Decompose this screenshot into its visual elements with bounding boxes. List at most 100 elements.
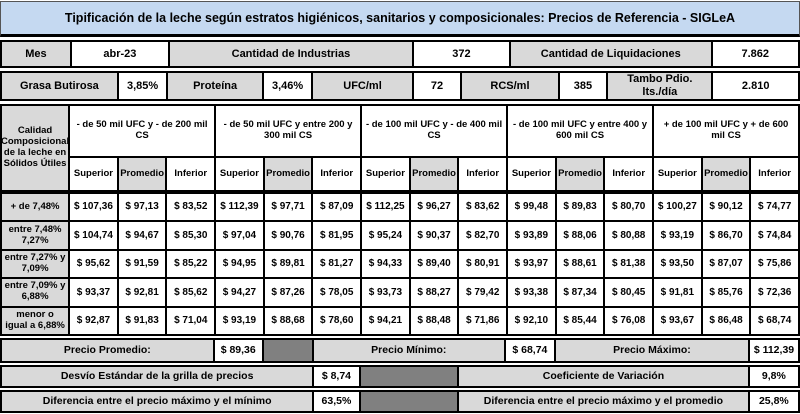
row-label-3: entre 7,27% y 7,09% <box>2 250 69 278</box>
tambo-value: 2.810 <box>713 73 798 99</box>
min-price-label: Precio Mínimo: <box>313 340 504 361</box>
price-cell-r3-c1: $ 95,62 <box>70 250 117 278</box>
info-row-composition: Grasa Butirosa 3,85% Proteína 3,46% UFC/… <box>0 71 800 101</box>
settlements-label: Cantidad de Liquidaciones <box>511 42 711 66</box>
subheader-promedio-g5: Promedio <box>702 158 750 190</box>
price-cell-r4-c15: $ 72,36 <box>751 279 798 306</box>
price-cell-r5-c9: $ 71,86 <box>459 307 507 334</box>
price-cell-r5-c5: $ 88,68 <box>264 307 312 334</box>
subheader-inferior-g2: Inferior <box>313 158 361 190</box>
subheader-inferior-g4: Inferior <box>605 158 653 190</box>
price-cell-r5-c2: $ 91,83 <box>118 307 166 334</box>
price-cell-r3-c9: $ 80,91 <box>459 250 507 278</box>
filler-cell <box>263 340 312 361</box>
protein-value: 3,46% <box>263 73 312 99</box>
price-cell-r4-c5: $ 87,26 <box>264 279 312 306</box>
industries-value: 372 <box>413 42 510 66</box>
price-cell-r5-c3: $ 71,04 <box>167 307 215 334</box>
price-cell-r4-c7: $ 93,73 <box>362 279 409 306</box>
price-cell-r2-c11: $ 88,06 <box>556 222 604 249</box>
avg-price-label: Precio Promedio: <box>2 340 213 361</box>
diff-max-avg-value: 25,8% <box>749 392 798 411</box>
butterfat-value: 3,85% <box>118 73 167 99</box>
cv-label: Coeficiente de Variación <box>459 367 748 386</box>
subheader-promedio-g4: Promedio <box>556 158 604 190</box>
price-cell-r4-c12: $ 80,45 <box>605 279 653 306</box>
price-cell-r4-c9: $ 79,42 <box>459 279 507 306</box>
price-cell-r1-c11: $ 89,83 <box>556 194 604 221</box>
summary-row-avg-min-max: Precio Promedio: $ 89,36 Precio Mínimo: … <box>0 338 800 363</box>
price-cell-r5-c4: $ 93,19 <box>216 307 263 334</box>
price-cell-r1-c9: $ 83,62 <box>459 194 507 221</box>
price-cell-r5-c14: $ 86,48 <box>702 307 750 334</box>
rcs-label: RCS/ml <box>462 73 558 99</box>
price-cell-r1-c6: $ 87,09 <box>313 194 361 221</box>
price-cell-r2-c1: $ 104,74 <box>70 222 117 249</box>
tambo-label: Tambo Pdio. lts./día <box>608 73 712 99</box>
price-cell-r4-c6: $ 78,05 <box>313 279 361 306</box>
price-cell-r2-c13: $ 93,19 <box>654 222 701 249</box>
month-label: Mes <box>2 42 70 66</box>
price-cell-r3-c13: $ 93,50 <box>654 250 701 278</box>
month-value: abr-23 <box>71 42 169 66</box>
row-label-5: menor o igual a 6,88% <box>2 307 69 334</box>
price-cell-r1-c14: $ 90,12 <box>702 194 750 221</box>
ufc-value: 72 <box>413 73 461 99</box>
price-cell-r3-c12: $ 81,38 <box>605 250 653 278</box>
price-cell-r5-c6: $ 78,60 <box>313 307 361 334</box>
report-title: Tipificación de la leche según estratos … <box>0 1 800 37</box>
filler-cell <box>360 392 458 411</box>
price-matrix-header: Calidad Composicional de la leche en Sól… <box>0 104 800 192</box>
price-cell-r1-c8: $ 96,27 <box>410 194 458 221</box>
subheader-inferior-g3: Inferior <box>459 158 507 190</box>
price-cell-r5-c8: $ 88,48 <box>410 307 458 334</box>
strata-group-header-1: - de 50 mil UFC y - de 200 mil CS <box>70 106 215 156</box>
price-cell-r3-c5: $ 89,81 <box>264 250 312 278</box>
stddev-label: Desvío Estándar de la grilla de precios <box>2 367 313 386</box>
price-cell-r2-c14: $ 86,70 <box>702 222 750 249</box>
summary-row-stddev-cv: Desvío Estándar de la grilla de precios … <box>0 365 800 388</box>
price-cell-r3-c4: $ 94,95 <box>216 250 263 278</box>
price-cell-r5-c11: $ 85,44 <box>556 307 604 334</box>
price-cell-r5-c7: $ 94,21 <box>362 307 409 334</box>
price-cell-r4-c2: $ 92,81 <box>118 279 166 306</box>
price-cell-r1-c2: $ 97,13 <box>118 194 166 221</box>
price-cell-r1-c3: $ 83,52 <box>167 194 215 221</box>
diff-max-avg-label: Diferencia entre el precio máximo y el p… <box>459 392 748 411</box>
price-cell-r2-c2: $ 94,67 <box>118 222 166 249</box>
stddev-value: $ 8,74 <box>314 367 359 386</box>
row-label-4: entre 7,09% y 6,88% <box>2 279 69 306</box>
row-label-2: entre 7,48% 7,27% <box>2 222 69 249</box>
price-cell-r5-c1: $ 92,87 <box>70 307 117 334</box>
price-cell-r1-c1: $ 107,36 <box>70 194 117 221</box>
ufc-label: UFC/ml <box>313 73 412 99</box>
price-cell-r3-c14: $ 87,07 <box>702 250 750 278</box>
price-cell-r1-c4: $ 112,39 <box>216 194 263 221</box>
subheader-promedio-g2: Promedio <box>264 158 312 190</box>
strata-group-header-3: - de 100 mil UFC y - de 400 mil CS <box>362 106 507 156</box>
price-cell-r3-c2: $ 91,59 <box>118 250 166 278</box>
price-cell-r5-c13: $ 93,67 <box>654 307 701 334</box>
info-row-month: Mes abr-23 Cantidad de Industrias 372 Ca… <box>0 40 800 68</box>
price-cell-r4-c4: $ 94,27 <box>216 279 263 306</box>
price-cell-r4-c3: $ 85,62 <box>167 279 215 306</box>
price-cell-r5-c15: $ 68,74 <box>751 307 798 334</box>
price-cell-r3-c7: $ 94,33 <box>362 250 409 278</box>
row-label-1: + de 7,48% <box>2 194 69 221</box>
subheader-inferior-g5: Inferior <box>751 158 798 190</box>
summary-row-differences: Diferencia entre el precio máximo y el m… <box>0 390 800 413</box>
matrix-corner-label: Calidad Composicional de la leche en Sól… <box>2 106 69 190</box>
subheader-superior-g4: Superior <box>508 158 555 190</box>
protein-label: Proteína <box>168 73 262 99</box>
price-matrix-body: + de 7,48% $ 107,36 $ 97,13 $ 83,52 $ 112,39… <box>0 192 800 336</box>
price-cell-r1-c10: $ 99,48 <box>508 194 555 221</box>
price-cell-r2-c9: $ 82,70 <box>459 222 507 249</box>
price-cell-r5-c12: $ 76,08 <box>605 307 653 334</box>
subheader-promedio-g1: Promedio <box>118 158 166 190</box>
cv-value: 9,8% <box>749 367 798 386</box>
butterfat-label: Grasa Butirosa <box>2 73 117 99</box>
price-cell-r1-c15: $ 74,77 <box>751 194 798 221</box>
price-cell-r2-c8: $ 90,37 <box>410 222 458 249</box>
min-price-value: $ 68,74 <box>505 340 554 361</box>
price-cell-r1-c12: $ 80,70 <box>605 194 653 221</box>
